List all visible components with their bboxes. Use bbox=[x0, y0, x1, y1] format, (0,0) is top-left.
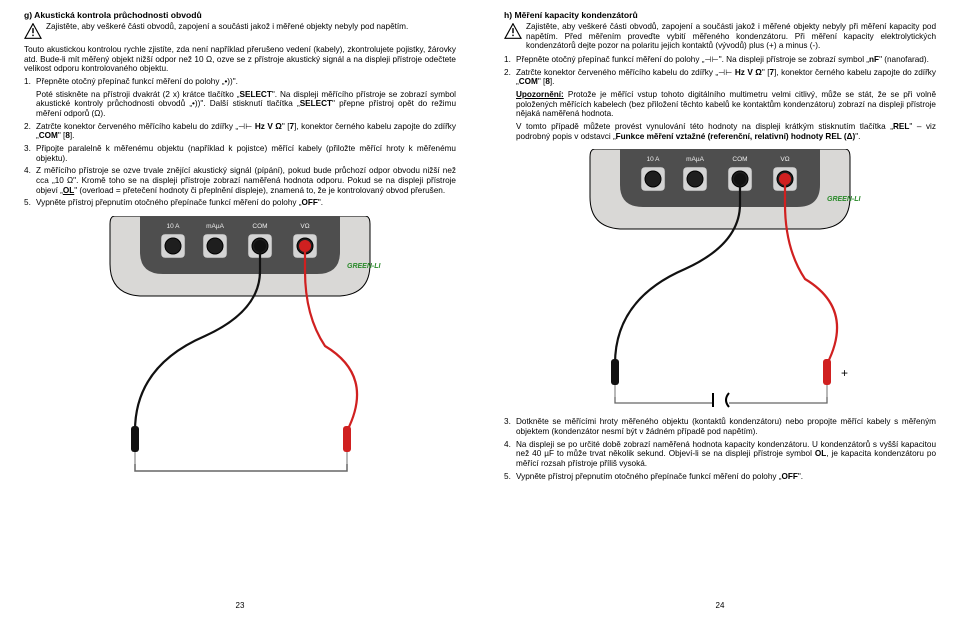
heading-right: h) Měření kapacity kondenzátorů bbox=[504, 10, 936, 20]
svg-text:mAµA: mAµA bbox=[206, 223, 224, 230]
heading-left: g) Akustická kontrola průchodnosti obvod… bbox=[24, 10, 456, 20]
steps-left: Přepněte otočný přepínač funkcí měření d… bbox=[24, 77, 456, 208]
page-number: 24 bbox=[716, 601, 725, 610]
step-1: Přepněte otočný přepínač funkcí měření d… bbox=[24, 77, 456, 119]
svg-text:10 A: 10 A bbox=[646, 156, 660, 163]
cap-icon: ⊣⊢ bbox=[718, 68, 732, 77]
cap-icon: ⊣⊢ bbox=[704, 55, 718, 64]
step-5: Vypněte přístroj přepnutím otočného přep… bbox=[504, 472, 936, 482]
step-3: Dotkněte se měřícími hroty měřeného obje… bbox=[504, 417, 936, 436]
figure-right: 10 A mAµA COM VΩ GREEN-LI + bbox=[504, 149, 936, 409]
svg-text:10 A: 10 A bbox=[166, 223, 180, 230]
step-3: Připojte paralelně k měřenému objektu (n… bbox=[24, 144, 456, 163]
step-5: Vypněte přístroj přepnutím otočného přep… bbox=[24, 198, 456, 208]
step-1: Přepněte otočný přepínač funkcí měření d… bbox=[504, 55, 936, 65]
warning-icon bbox=[504, 23, 522, 41]
page-left: g) Akustická kontrola průchodnosti obvod… bbox=[0, 0, 480, 618]
steps-right: Přepněte otočný přepínač funkcí měření d… bbox=[504, 55, 936, 141]
svg-text:+: + bbox=[841, 366, 848, 380]
step-2: Zatrčte konektor červeného měřícího kabe… bbox=[24, 122, 456, 141]
warning-icon bbox=[24, 23, 42, 41]
page-right: h) Měření kapacity kondenzátorů Zajistět… bbox=[480, 0, 960, 618]
svg-text:VΩ: VΩ bbox=[780, 156, 789, 163]
step-2: Zatrčte konektor červeného měřícího kabe… bbox=[504, 68, 936, 142]
svg-text:COM: COM bbox=[252, 223, 267, 230]
warning-text-right: Zajistěte, aby veškeré části obvodů, zap… bbox=[526, 22, 936, 51]
warning-text-left: Zajistěte, aby veškeré části obvodů, zap… bbox=[46, 22, 456, 32]
svg-text:VΩ: VΩ bbox=[300, 223, 309, 230]
warning-box-right: Zajistěte, aby veškeré části obvodů, zap… bbox=[504, 22, 936, 51]
sound-icon: •)) bbox=[224, 77, 232, 86]
cap-icon: ⊣⊢ bbox=[238, 122, 252, 131]
warning-box-left: Zajistěte, aby veškeré části obvodů, zap… bbox=[24, 22, 456, 41]
intro-left: Touto akustickou kontrolou rychle zjistí… bbox=[24, 45, 456, 74]
step-4: Na displeji se po určité době zobrazí na… bbox=[504, 440, 936, 469]
step-4: Z měřícího přístroje se ozve trvale zněj… bbox=[24, 166, 456, 195]
steps-right-2: Dotkněte se měřícími hroty měřeného obje… bbox=[504, 417, 936, 481]
svg-text:COM: COM bbox=[732, 156, 747, 163]
figure-left: 10 A mAµA COM VΩ GREEN-LI bbox=[24, 216, 456, 476]
svg-text:GREEN-LI: GREEN-LI bbox=[347, 263, 382, 270]
svg-text:GREEN-LI: GREEN-LI bbox=[827, 196, 862, 203]
page-number: 23 bbox=[236, 601, 245, 610]
svg-text:mAµA: mAµA bbox=[686, 156, 704, 163]
